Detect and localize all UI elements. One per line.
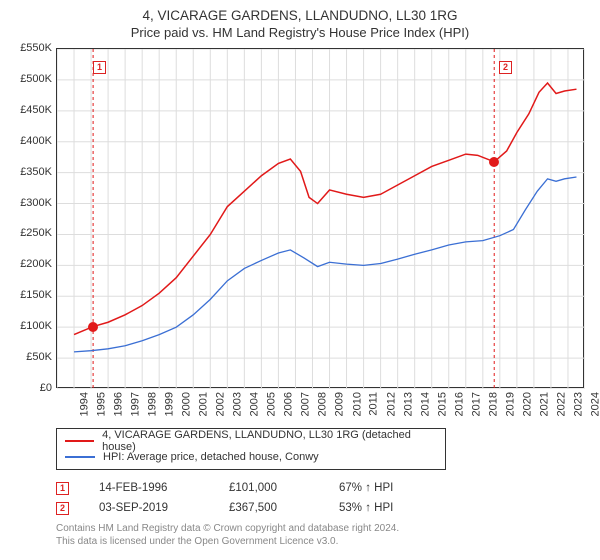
sale-marker-dot xyxy=(88,322,98,332)
sale-row: 2 03-SEP-2019 £367,500 53% ↑ HPI xyxy=(56,498,588,518)
chart-area: £0 £50K £100K £150K £200K £250K £300K £350K £400… xyxy=(12,48,588,424)
y-tick-label: £50K xyxy=(26,351,52,363)
x-tick-label: 2023 xyxy=(572,392,584,416)
x-tick-label: 2000 xyxy=(181,392,193,416)
plot-area: 12 xyxy=(56,48,584,388)
x-tick-label: 2005 xyxy=(266,392,278,416)
sale-date: 03-SEP-2019 xyxy=(99,502,199,514)
legend: 4, VICARAGE GARDENS, LLANDUDNO, LL30 1RG… xyxy=(56,428,446,470)
x-tick-label: 2019 xyxy=(504,392,516,416)
x-tick-label: 2014 xyxy=(419,392,431,416)
series-property xyxy=(74,83,576,335)
x-tick-label: 2003 xyxy=(232,392,244,416)
x-tick-label: 1999 xyxy=(164,392,176,416)
x-tick-label: 2006 xyxy=(283,392,295,416)
sale-marker-label: 2 xyxy=(499,61,512,74)
sale-price: £367,500 xyxy=(229,502,309,514)
legend-item: 4, VICARAGE GARDENS, LLANDUDNO, LL30 1RG… xyxy=(65,433,437,449)
plot-svg xyxy=(57,49,585,389)
x-tick-label: 2022 xyxy=(555,392,567,416)
y-tick-label: £300K xyxy=(20,197,52,209)
legend-swatch xyxy=(65,456,95,458)
x-tick-label: 2013 xyxy=(402,392,414,416)
x-tick-label: 2010 xyxy=(351,392,363,416)
sale-row: 1 14-FEB-1996 £101,000 67% ↑ HPI xyxy=(56,478,588,498)
y-tick-label: £500K xyxy=(20,73,52,85)
x-tick-label: 2024 xyxy=(589,392,600,416)
legend-label: HPI: Average price, detached house, Conw… xyxy=(103,451,319,463)
x-tick-label: 1996 xyxy=(113,392,125,416)
footer-line-2: This data is licensed under the Open Gov… xyxy=(56,535,588,548)
sale-marker-dot xyxy=(489,157,499,167)
y-tick-label: £0 xyxy=(40,382,52,394)
x-tick-label: 2009 xyxy=(334,392,346,416)
x-tick-label: 2012 xyxy=(385,392,397,416)
x-tick-label: 2004 xyxy=(249,392,261,416)
sale-marker-label: 1 xyxy=(93,61,106,74)
footer-line-1: Contains HM Land Registry data © Crown c… xyxy=(56,522,588,535)
x-tick-label: 2011 xyxy=(367,392,379,416)
footer-attribution: Contains HM Land Registry data © Crown c… xyxy=(56,522,588,548)
sale-price: £101,000 xyxy=(229,482,309,494)
x-tick-label: 2016 xyxy=(453,392,465,416)
chart-title: 4, VICARAGE GARDENS, LLANDUDNO, LL30 1RG xyxy=(12,8,588,23)
y-tick-label: £200K xyxy=(20,258,52,270)
sale-index-box: 2 xyxy=(56,502,69,515)
sale-date: 14-FEB-1996 xyxy=(99,482,199,494)
x-tick-label: 1995 xyxy=(96,392,108,416)
y-tick-label: £250K xyxy=(20,227,52,239)
y-tick-label: £450K xyxy=(20,104,52,116)
y-tick-label: £550K xyxy=(20,42,52,54)
legend-label: 4, VICARAGE GARDENS, LLANDUDNO, LL30 1RG… xyxy=(102,429,437,453)
x-tick-label: 2007 xyxy=(300,392,312,416)
x-tick-label: 2002 xyxy=(215,392,227,416)
x-axis: 1994 1995 1996 1997 1998 1999 2000 2001 2002 2003… xyxy=(56,388,584,424)
x-tick-label: 2017 xyxy=(470,392,482,416)
x-tick-label: 2015 xyxy=(436,392,448,416)
x-tick-label: 1998 xyxy=(147,392,159,416)
y-tick-label: £150K xyxy=(20,289,52,301)
x-tick-label: 2008 xyxy=(317,392,329,416)
x-tick-label: 1994 xyxy=(78,392,90,416)
x-tick-label: 2021 xyxy=(538,392,550,416)
x-tick-label: 2020 xyxy=(521,392,533,416)
y-tick-label: £350K xyxy=(20,166,52,178)
sale-pct-vs-hpi: 53% ↑ HPI xyxy=(339,502,439,514)
legend-swatch xyxy=(65,440,94,442)
x-tick-label: 2001 xyxy=(198,392,210,416)
x-tick-label: 1997 xyxy=(130,392,142,416)
y-tick-label: £400K xyxy=(20,135,52,147)
sales-table: 1 14-FEB-1996 £101,000 67% ↑ HPI 2 03-SEP-201… xyxy=(56,478,588,518)
chart-subtitle: Price paid vs. HM Land Registry's House … xyxy=(12,25,588,40)
y-tick-label: £100K xyxy=(20,320,52,332)
sale-pct-vs-hpi: 67% ↑ HPI xyxy=(339,482,439,494)
y-axis: £0£50K£100K£150K£200K£250K£300K£350K£400… xyxy=(12,48,56,388)
sale-index-box: 1 xyxy=(56,482,69,495)
x-tick-label: 2018 xyxy=(487,392,499,416)
